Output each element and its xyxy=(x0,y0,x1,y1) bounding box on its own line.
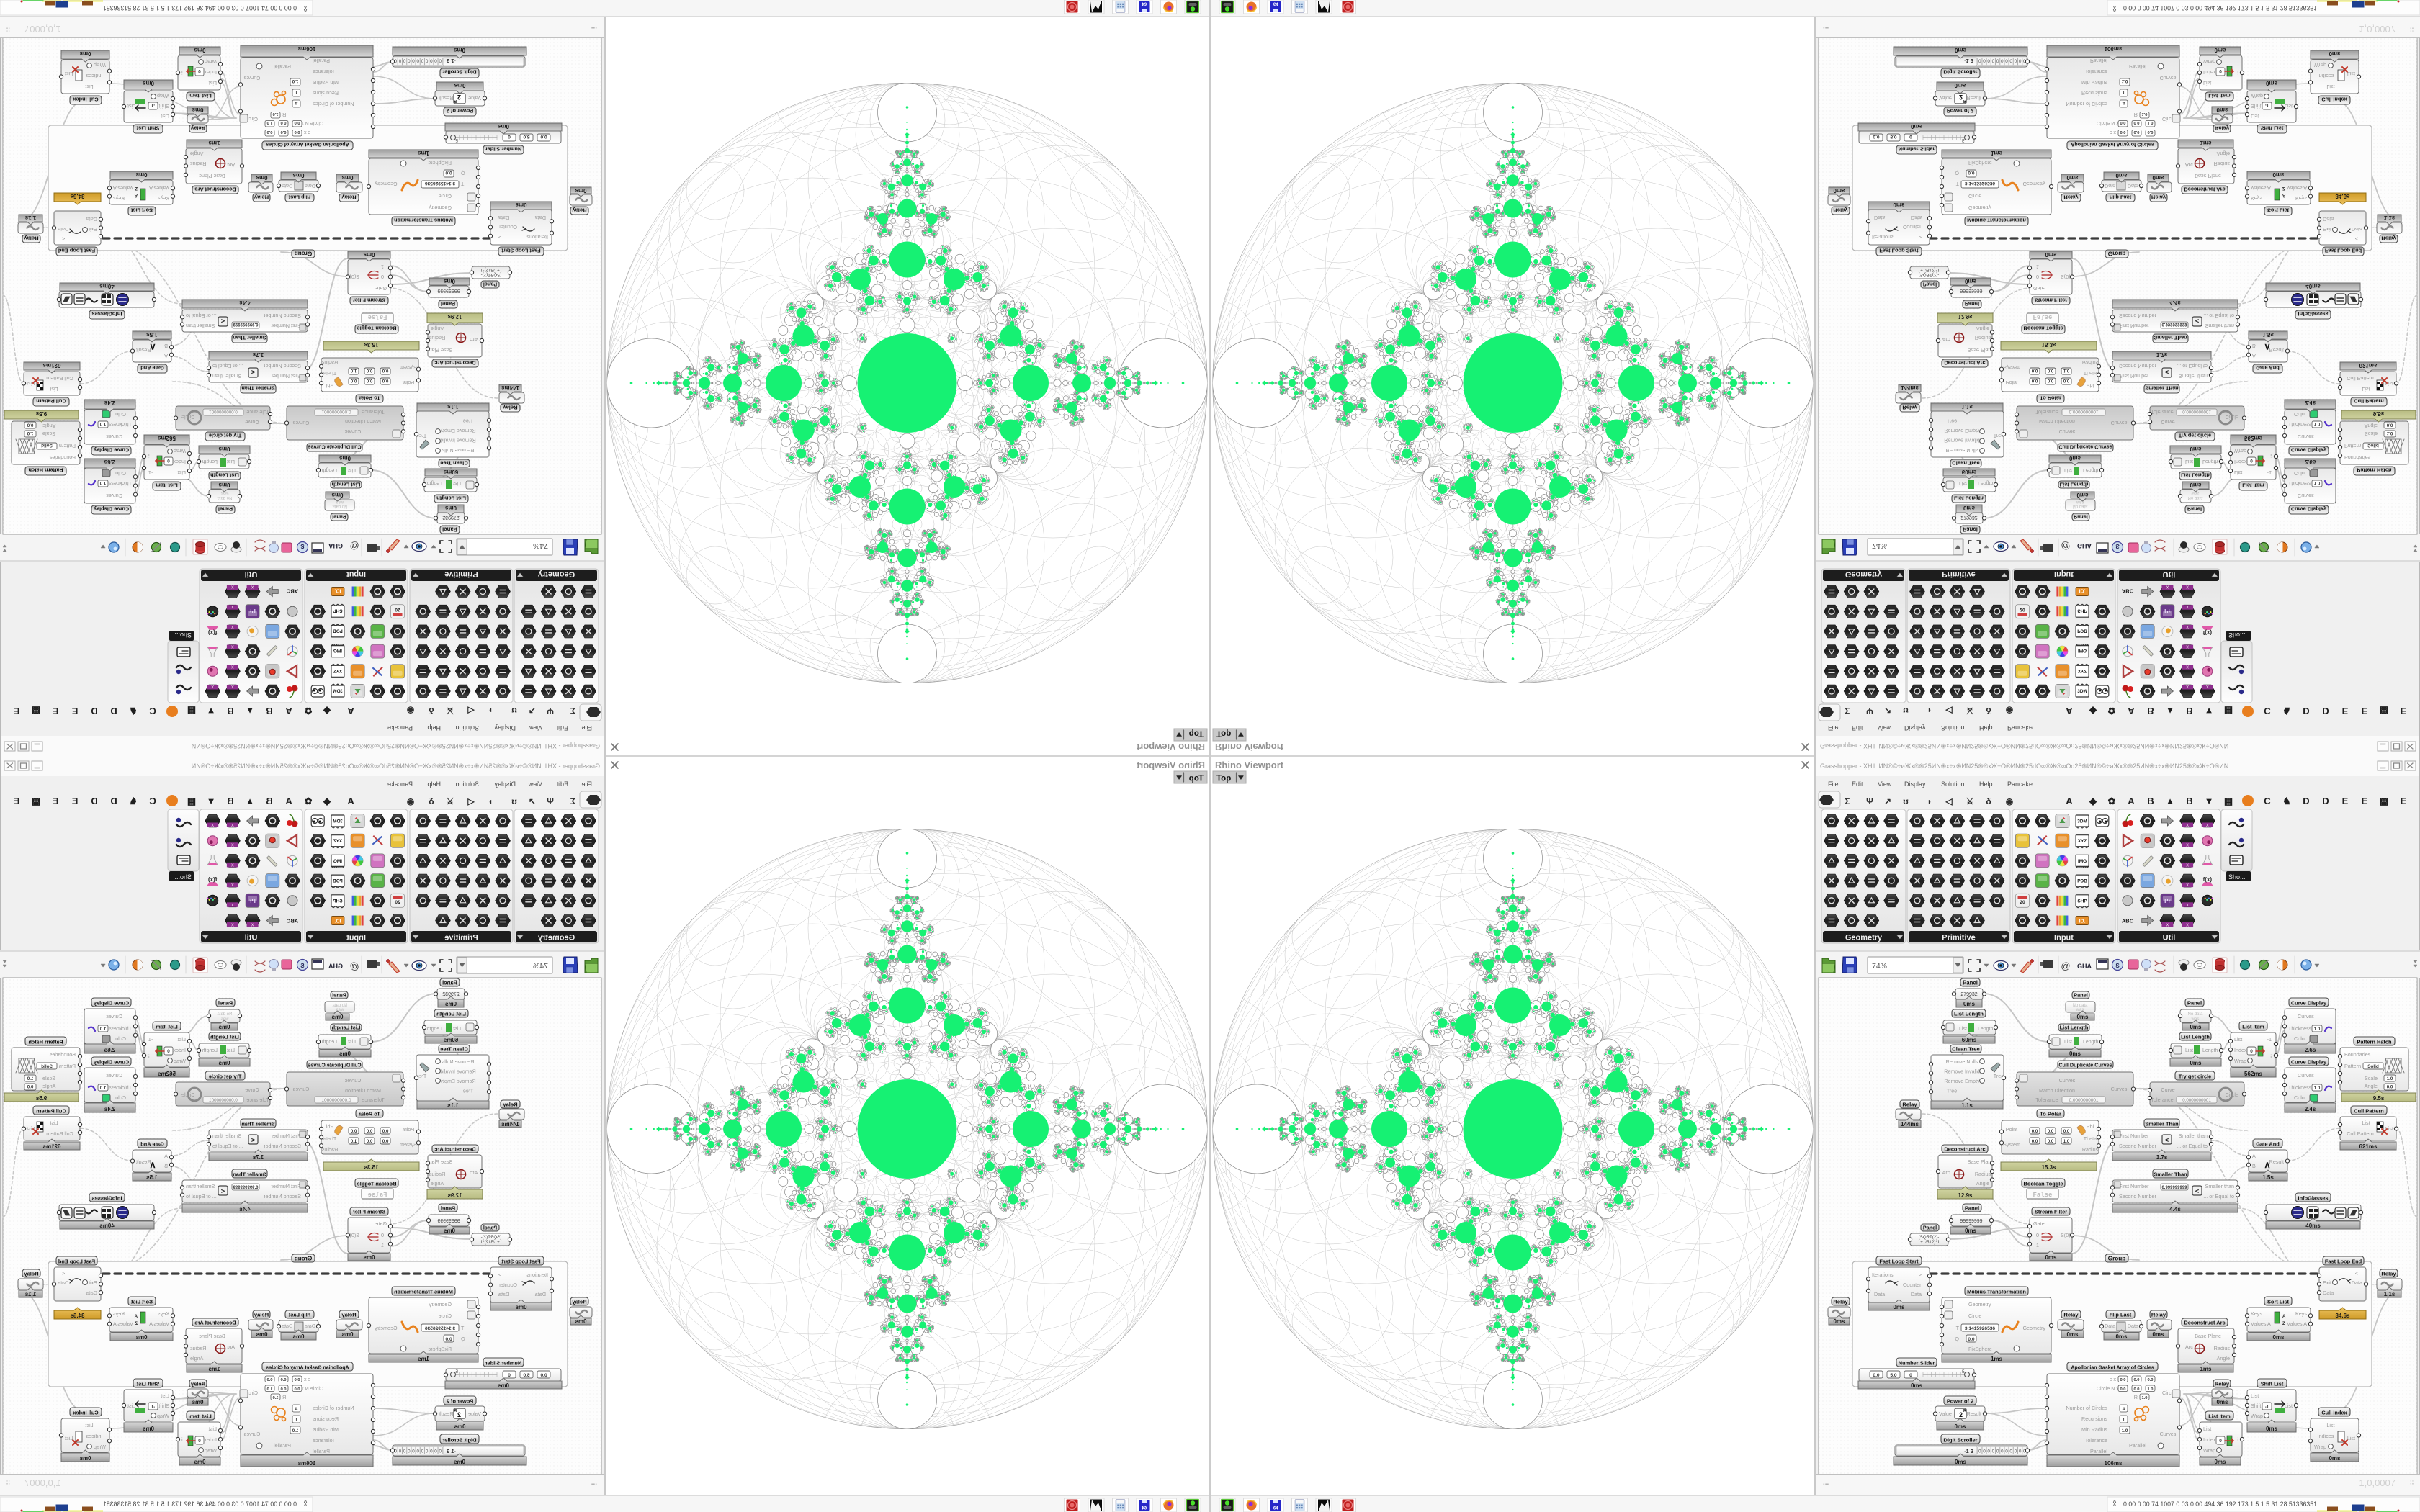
svg-text:Top: Top xyxy=(1216,775,1231,783)
svg-text:Rhino Viewport: Rhino Viewport xyxy=(1215,760,1284,770)
